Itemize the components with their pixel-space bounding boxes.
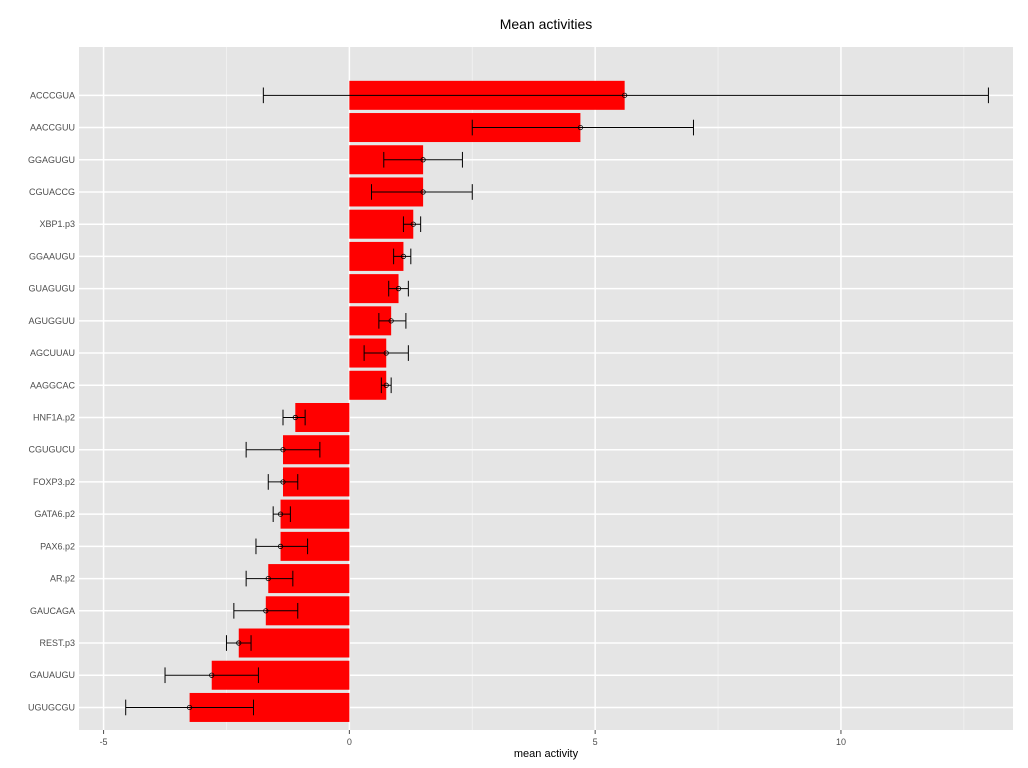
mean-point — [265, 575, 271, 582]
x-axis-ticks: -5 0 5 10 — [100, 730, 846, 747]
y-tick-label: CGUACCG — [29, 187, 75, 197]
mean-point — [410, 221, 416, 227]
y-tick-label: GAUAUGU — [29, 670, 75, 680]
y-tick-label: GUAGUGU — [28, 284, 75, 294]
mean-point — [400, 253, 407, 260]
y-tick-label: GAUCAGA — [30, 606, 75, 616]
y-tick-label: UGUGCGU — [28, 702, 75, 712]
y-tick-label: HNF1A.p2 — [33, 412, 75, 422]
y-tick-label: AAGGCAC — [30, 380, 76, 390]
y-tick-label: AGCUUAU — [30, 348, 75, 358]
mean-point — [622, 92, 628, 98]
y-tick-label: GATA6.p2 — [34, 509, 75, 519]
mean-point — [277, 511, 284, 517]
mean-point — [395, 286, 402, 292]
error-bars — [125, 87, 989, 716]
mean-point — [420, 189, 426, 195]
mean-point — [292, 414, 298, 421]
mean-point — [577, 124, 584, 131]
mean-point — [388, 318, 394, 324]
x-tick-label: 5 — [593, 737, 598, 747]
y-tick-label: AACCGUU — [30, 123, 75, 133]
y-tick-label: REST.p3 — [39, 638, 75, 648]
y-tick-label: AR.p2 — [50, 574, 75, 584]
chart-title: Mean activities — [500, 16, 593, 32]
mean-point — [277, 543, 284, 549]
bar — [349, 370, 387, 400]
mean-point — [263, 608, 269, 614]
bar — [349, 209, 414, 239]
y-tick-label: FOXP3.p2 — [33, 477, 75, 487]
y-axis-labels: ACCCGUA AACCGUU GGAGUGU CGUACCG XBP1.p3 GGAAU… — [28, 90, 76, 712]
mean-point — [236, 640, 242, 646]
mean-point — [280, 479, 286, 485]
x-tick-label: 10 — [836, 737, 846, 747]
y-tick-label: XBP1.p3 — [39, 219, 75, 229]
mean-point — [383, 350, 389, 356]
y-tick-label: CGUGUCU — [29, 445, 76, 455]
y-tick-label: ACCCGUA — [30, 90, 75, 100]
mean-point — [420, 157, 426, 163]
x-tick-label: 0 — [347, 737, 352, 747]
plot-panel — [79, 47, 1013, 730]
mean-point — [383, 382, 389, 388]
mean-point — [280, 447, 286, 453]
bar — [280, 499, 350, 529]
x-axis-title: mean activity — [514, 748, 579, 760]
y-tick-label: AGUGGUU — [28, 316, 75, 326]
grid-minor — [226, 47, 965, 730]
bar — [238, 628, 350, 658]
y-tick-label: GGAGUGU — [28, 155, 75, 165]
mean-point — [187, 704, 193, 711]
y-tick-label: PAX6.p2 — [40, 541, 75, 551]
mean-point — [209, 672, 215, 678]
y-tick-label: GGAAUGU — [29, 251, 75, 261]
x-tick-label: -5 — [100, 737, 108, 747]
